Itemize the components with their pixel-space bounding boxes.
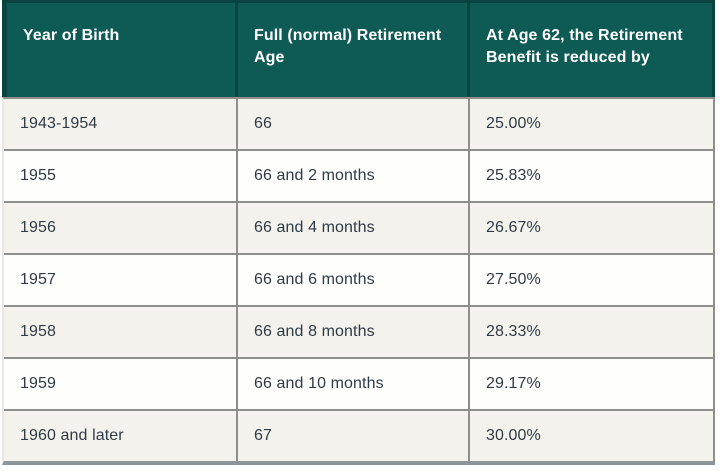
cell-retirement-age: 66 — [238, 99, 470, 149]
cell-year-of-birth: 1960 and later — [4, 411, 238, 461]
cell-retirement-age: 66 and 4 months — [238, 203, 470, 253]
header-cell-full-retirement-age: Full (normal) Retirement Age — [238, 3, 470, 97]
cell-retirement-age: 67 — [238, 411, 470, 461]
cell-benefit-reduction: 28.33% — [486, 323, 541, 340]
header-cell-benefit-reduction: At Age 62, the Retirement Benefit is red… — [486, 27, 683, 66]
table-header-row: Year of Birth Full (normal) Retirement A… — [2, 0, 715, 97]
table-row: 1943-1954 66 25.00% — [4, 99, 713, 151]
table-row: 1960 and later 67 30.00% — [4, 411, 713, 461]
table-row: 1955 66 and 2 months 25.83% — [4, 151, 713, 203]
table-row: 1956 66 and 4 months 26.67% — [4, 203, 713, 255]
cell-benefit-reduction: 27.50% — [486, 271, 541, 288]
cell-retirement-age: 66 and 2 months — [238, 151, 470, 201]
cell-year-of-birth: 1958 — [4, 307, 238, 357]
table-row: 1959 66 and 10 months 29.17% — [4, 359, 713, 411]
table-row: 1957 66 and 6 months 27.50% — [4, 255, 713, 307]
cell-year-of-birth: 1943-1954 — [4, 99, 238, 149]
cell-retirement-age: 66 and 10 months — [238, 359, 470, 409]
cell-benefit-reduction: 25.83% — [486, 167, 541, 184]
cell-year-of-birth: 1957 — [4, 255, 238, 305]
cell-benefit-reduction: 30.00% — [486, 427, 541, 444]
cell-retirement-age: 66 and 8 months — [238, 307, 470, 357]
cell-year-of-birth: 1955 — [4, 151, 238, 201]
table-row: 1958 66 and 8 months 28.33% — [4, 307, 713, 359]
cell-year-of-birth: 1959 — [4, 359, 238, 409]
cell-year-of-birth: 1956 — [4, 203, 238, 253]
cell-benefit-reduction: 26.67% — [486, 219, 541, 236]
header-cell-year-of-birth: Year of Birth — [7, 3, 238, 97]
retirement-benefits-table: Year of Birth Full (normal) Retirement A… — [2, 0, 715, 465]
cell-retirement-age: 66 and 6 months — [238, 255, 470, 305]
table-body: 1943-1954 66 25.00% 1955 66 and 2 months… — [2, 97, 715, 465]
cell-benefit-reduction: 29.17% — [486, 375, 541, 392]
cell-benefit-reduction: 25.00% — [486, 115, 541, 132]
